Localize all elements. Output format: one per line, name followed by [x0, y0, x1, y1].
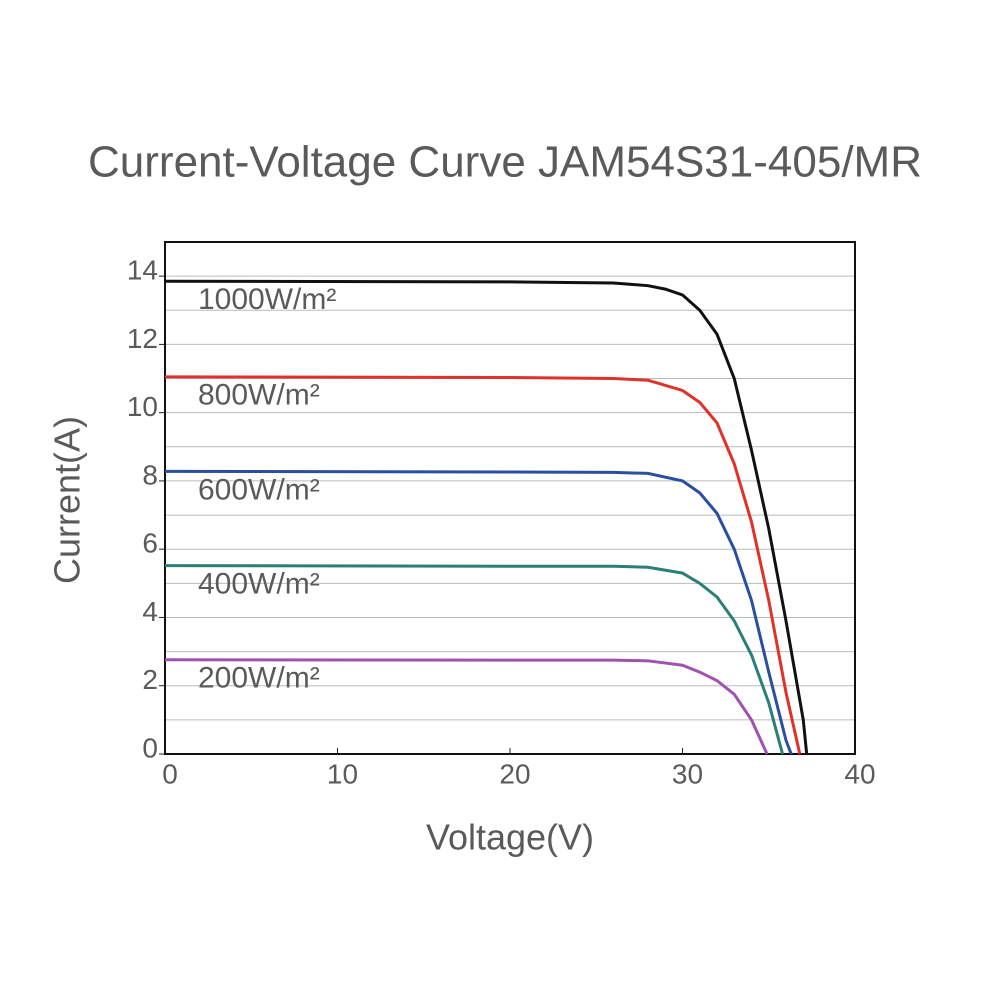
y-tick-label: 2 [142, 664, 158, 695]
curve-label: 200W/m² [198, 662, 320, 695]
iv-curve [164, 564, 784, 755]
curve-label: 800W/m² [198, 379, 320, 412]
iv-curve [164, 469, 793, 755]
iv-curve [164, 279, 809, 755]
curve-label: 600W/m² [198, 473, 320, 506]
plot-frame [164, 241, 856, 755]
x-tick-label: 30 [672, 758, 703, 789]
y-tick-label: 8 [142, 459, 158, 490]
y-tick-label: 10 [127, 391, 158, 422]
x-tick-label: 20 [499, 758, 530, 789]
y-tick-label: 14 [127, 255, 158, 286]
x-axis-label: Voltage(V) [426, 817, 594, 858]
x-tick-label: 0 [162, 758, 178, 789]
curve-label: 400W/m² [198, 568, 320, 601]
x-tick-label: 40 [844, 758, 875, 789]
chart-title: Current-Voltage Curve JAM54S31-405/MR [88, 138, 922, 187]
y-tick-label: 6 [142, 528, 158, 559]
y-tick-label: 4 [142, 596, 158, 627]
curve-label: 1000W/m² [198, 283, 336, 316]
y-axis-label: Current(A) [47, 416, 88, 584]
iv-curve [164, 658, 769, 755]
x-tick-label: 10 [327, 758, 358, 789]
y-tick-label: 12 [127, 323, 158, 354]
iv-curve [164, 375, 802, 755]
y-tick-label: 0 [142, 732, 158, 763]
